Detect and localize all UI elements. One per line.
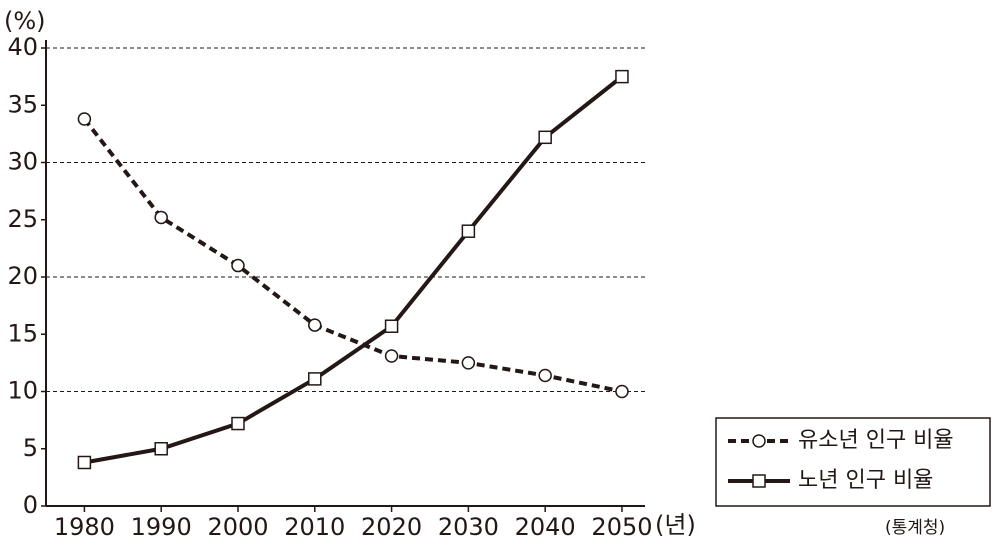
y-tick-label: 25 [7, 205, 38, 233]
legend-label: 노년 인구 비율 [798, 468, 933, 493]
y-unit-label: (%) [4, 7, 46, 35]
data-point [461, 224, 476, 238]
data-point [384, 319, 399, 333]
legend-label: 유소년 인구 비율 [798, 428, 954, 453]
y-tick-label: 5 [23, 434, 38, 462]
x-tick-label: 2000 [207, 513, 268, 541]
series-line [84, 75, 624, 465]
x-tick-label: 2010 [284, 513, 345, 541]
legend-marker [752, 434, 766, 448]
x-unit-label: (년) [655, 511, 696, 539]
data-point [538, 368, 552, 383]
x-tick-label: 1980 [54, 513, 115, 541]
data-point [231, 258, 245, 273]
y-tick-label: 0 [23, 491, 38, 519]
y-tick-label: 20 [7, 262, 38, 290]
data-point [77, 455, 92, 470]
data-point [384, 349, 399, 363]
x-tick-label: 2020 [361, 513, 422, 541]
data-point [538, 130, 552, 145]
data-point [308, 372, 322, 386]
data-point [231, 416, 245, 431]
data-point [461, 356, 476, 370]
data-point [154, 210, 168, 225]
y-tick-label: 10 [7, 377, 38, 405]
data-point [308, 318, 322, 332]
x-tick-label: 2050 [591, 513, 652, 541]
y-tick-label: 30 [7, 148, 38, 176]
y-tick-label: 35 [7, 90, 38, 118]
x-tick-label: 2040 [515, 513, 576, 541]
data-point [615, 69, 629, 84]
series-line [82, 117, 623, 394]
source: (통계청) [885, 518, 945, 538]
x-tick-label: 1990 [131, 513, 192, 541]
y-tick-label: 15 [7, 319, 38, 347]
data-point [615, 384, 629, 399]
x-tick-label: 2030 [438, 513, 499, 541]
y-tick-label: 40 [7, 33, 38, 61]
legend-box [715, 417, 991, 507]
data-point [154, 442, 168, 456]
data-point [77, 112, 92, 126]
legend-marker [752, 474, 766, 488]
